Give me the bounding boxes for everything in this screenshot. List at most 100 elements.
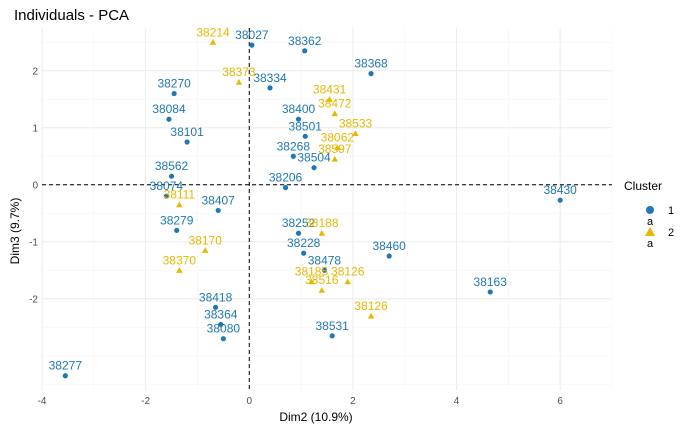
chart-title: Individuals - PCA xyxy=(14,7,129,24)
point-label: 38126 xyxy=(354,299,388,313)
data-point-cluster-1 xyxy=(487,289,493,295)
data-point-cluster-2 xyxy=(334,144,341,151)
point-label: 38252 xyxy=(282,216,316,230)
data-point-cluster-1 xyxy=(215,207,221,214)
data-point-cluster-2 xyxy=(344,278,351,285)
legend-label-1: 1 xyxy=(668,205,674,217)
point-label: 38362 xyxy=(288,34,322,48)
point-label: 38562 xyxy=(155,159,189,173)
point-label: 38533 xyxy=(339,116,373,130)
point-label: 38430 xyxy=(543,183,577,197)
point-label: 38400 xyxy=(282,102,316,116)
data-point-cluster-1 xyxy=(163,193,169,199)
x-tick-label: -4 xyxy=(38,396,47,407)
point-label: 38188 xyxy=(305,216,339,230)
point-label: 38407 xyxy=(201,193,235,207)
data-point-cluster-1 xyxy=(386,253,392,259)
point-label: 38472 xyxy=(318,97,352,111)
point-label: 38111 xyxy=(164,188,196,202)
data-point-cluster-1 xyxy=(321,267,328,273)
point-label: 38277 xyxy=(49,359,83,373)
data-point-cluster-1 xyxy=(267,85,273,91)
data-point-cluster-1 xyxy=(218,321,224,328)
point-label: 38516 xyxy=(305,273,339,287)
point-label: 38364 xyxy=(204,307,238,321)
legend-key-letter-2: a xyxy=(647,238,654,250)
data-point-cluster-1 xyxy=(171,90,177,97)
point-label: 38418 xyxy=(199,290,233,304)
point-label: 38370 xyxy=(163,253,197,267)
data-point-cluster-2 xyxy=(318,230,326,236)
data-point-cluster-2 xyxy=(326,96,333,102)
data-point-cluster-2 xyxy=(308,278,315,285)
data-point-cluster-1 xyxy=(184,139,190,145)
data-point-cluster-1 xyxy=(62,373,68,379)
legend: Cluster a 1 a 2 xyxy=(624,179,674,250)
data-point-cluster-2 xyxy=(176,201,183,208)
data-point-cluster-2 xyxy=(209,39,217,45)
point-label: 38185 xyxy=(295,265,329,279)
x-tick-label: 0 xyxy=(246,396,252,407)
point-label: 38270 xyxy=(157,77,191,91)
point-label: 38373 xyxy=(222,65,256,79)
point-label: 38080 xyxy=(207,322,241,336)
point-label: 38460 xyxy=(372,239,406,253)
data-point-cluster-2 xyxy=(352,130,359,137)
legend-key-letter-1: a xyxy=(647,216,654,228)
data-point-cluster-2 xyxy=(202,247,209,253)
x-tick-label: -2 xyxy=(141,396,150,407)
data-point-cluster-1 xyxy=(311,165,317,171)
legend-title: Cluster xyxy=(624,179,662,193)
point-label: 38163 xyxy=(474,275,508,289)
point-label: 38027 xyxy=(235,28,269,42)
x-tick-label: 4 xyxy=(454,396,460,407)
data-point-cluster-2 xyxy=(235,78,243,85)
data-point-cluster-1 xyxy=(295,116,302,122)
point-label: 38531 xyxy=(315,319,349,333)
data-point-cluster-2 xyxy=(331,155,338,162)
y-tick-label: 0 xyxy=(32,180,38,191)
data-point-cluster-1 xyxy=(220,336,226,342)
y-tick-label: -1 xyxy=(29,237,38,248)
point-label: 38279 xyxy=(160,213,194,227)
y-tick-label: 2 xyxy=(32,66,38,77)
data-point-cluster-1 xyxy=(166,116,172,122)
point-labels: 38027 38362 38368 38270 38334 38084 38400 38501… xyxy=(49,25,578,372)
data-point-cluster-1 xyxy=(302,133,308,139)
legend-key-point-2 xyxy=(645,227,655,236)
data-point-cluster-2 xyxy=(367,312,375,319)
data-point-cluster-1 xyxy=(290,153,296,159)
axis-ticks: -4 -2 0 2 4 6 -2 -1 0 1 2 xyxy=(29,66,563,407)
data-point-cluster-2 xyxy=(318,287,326,293)
data-point-cluster-2 xyxy=(331,110,338,117)
point-label: 38368 xyxy=(354,57,388,71)
data-point-cluster-1 xyxy=(174,227,180,233)
data-point-cluster-1 xyxy=(368,71,374,77)
point-label: 38074 xyxy=(150,179,184,193)
y-axis-title: Dim3 (9.7%) xyxy=(8,198,22,265)
data-point-cluster-2 xyxy=(176,267,183,273)
point-label: 38170 xyxy=(189,233,223,247)
x-tick-label: 2 xyxy=(350,396,356,407)
y-tick-label: -2 xyxy=(29,294,38,305)
data-point-cluster-1 xyxy=(249,42,255,48)
data-point-cluster-1 xyxy=(282,185,289,191)
point-label: 38431 xyxy=(313,82,347,96)
point-label: 38597 xyxy=(318,142,352,156)
point-label: 38126 xyxy=(331,265,365,279)
point-label: 38101 xyxy=(170,125,204,139)
point-label: 38504 xyxy=(297,151,331,165)
data-points xyxy=(62,39,563,379)
x-axis-title: Dim2 (10.9%) xyxy=(279,410,352,424)
data-point-cluster-1 xyxy=(212,304,219,310)
data-point-cluster-1 xyxy=(557,197,563,203)
point-label: 38206 xyxy=(269,171,303,185)
point-label: 38214 xyxy=(196,25,230,39)
legend-key-point-1 xyxy=(646,206,654,214)
data-point-cluster-1 xyxy=(168,173,175,179)
legend-label-2: 2 xyxy=(668,227,674,239)
x-tick-label: 6 xyxy=(557,396,563,407)
plot-grid xyxy=(41,28,613,390)
